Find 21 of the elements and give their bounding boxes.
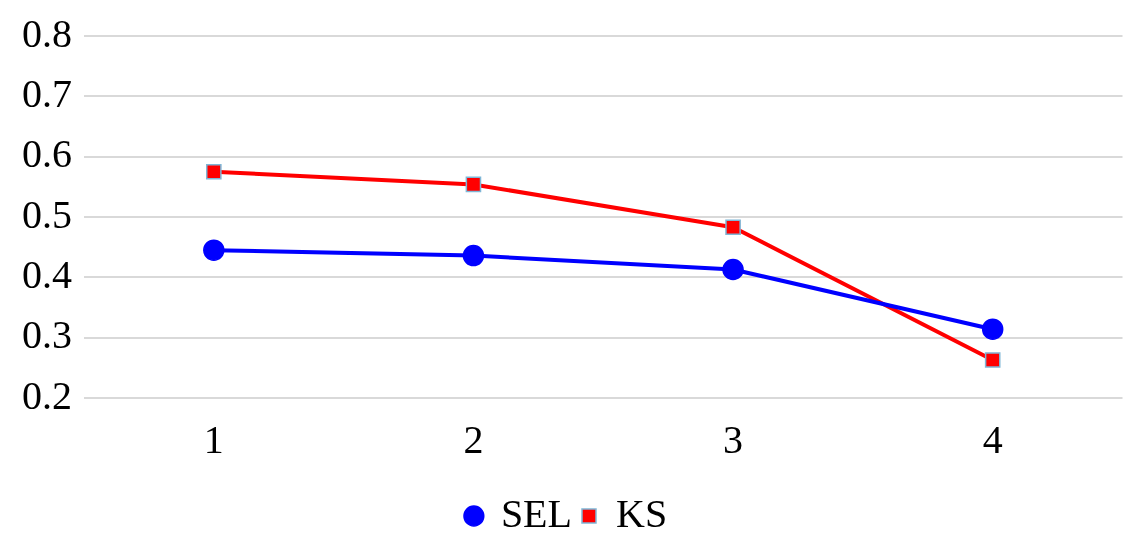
x-tick-label: 4: [982, 416, 1003, 462]
y-tick-label: 0.8: [22, 10, 72, 56]
point: [205, 163, 222, 180]
point: [465, 176, 482, 193]
y-tick-label: 0.4: [22, 251, 72, 297]
point: [725, 219, 741, 236]
point: [984, 352, 1001, 368]
legend-label: KS: [615, 490, 668, 536]
x-tick-label: 3: [723, 416, 744, 462]
y-tick-label: 0.5: [22, 191, 72, 237]
point: [722, 258, 744, 281]
y-tick-label: 0.7: [22, 70, 72, 116]
y-tick-label: 0.3: [22, 312, 72, 358]
point: [462, 244, 485, 267]
y-tick-label: 0.6: [22, 131, 72, 177]
x-tick-label: 2: [463, 416, 484, 462]
legend-label: SEL: [500, 490, 572, 536]
x-tick-label: 1: [203, 416, 224, 462]
y-tick-label: 0.2: [22, 372, 72, 418]
point: [203, 239, 225, 261]
point: [981, 318, 1004, 340]
